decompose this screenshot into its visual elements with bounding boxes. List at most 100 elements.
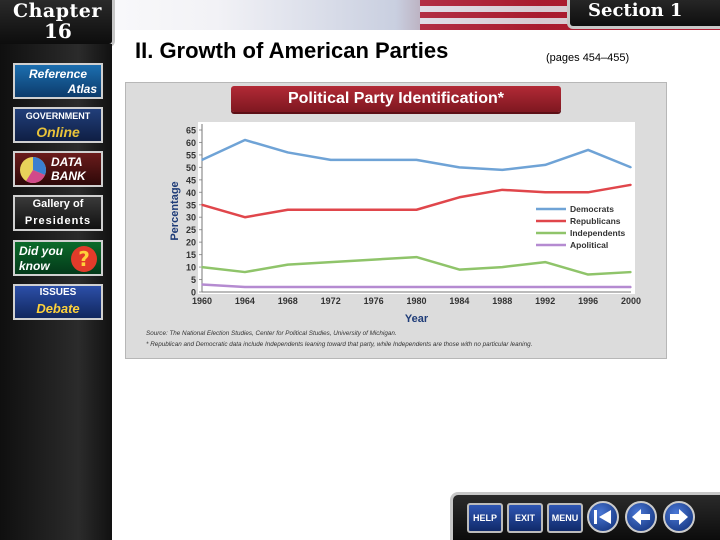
y-tick-label: 40 <box>186 188 196 198</box>
legend-label-republicans: Republicans <box>570 216 621 226</box>
x-tick-label: 1960 <box>192 296 212 306</box>
y-tick-label: 65 <box>186 126 196 136</box>
data-point-democrats <box>544 164 546 166</box>
section-label: Section 1 <box>588 0 682 21</box>
data-point-republicans <box>459 196 461 198</box>
x-tick-label: 1984 <box>449 296 469 306</box>
data-point-independents <box>502 266 504 268</box>
svg-text:?: ? <box>78 247 90 271</box>
government-online-line1: GOVERNMENT <box>19 111 97 121</box>
legend-label-democrats: Democrats <box>570 204 614 214</box>
page-reference: (pages 454–455) <box>546 52 629 64</box>
data-point-democrats <box>201 159 203 161</box>
data-point-apolitical <box>330 286 332 288</box>
data-point-independents <box>630 271 632 273</box>
data-point-republicans <box>416 209 418 211</box>
x-tick-label: 2000 <box>621 296 641 306</box>
x-tick-label: 1992 <box>535 296 555 306</box>
reference-atlas-line1: Reference <box>19 67 97 81</box>
y-tick-label: 50 <box>186 163 196 173</box>
first-page-glyph <box>593 508 613 526</box>
help-button[interactable]: HELP <box>467 503 503 533</box>
data-point-apolitical <box>373 286 375 288</box>
data-point-democrats <box>373 159 375 161</box>
x-tick-label: 1972 <box>321 296 341 306</box>
data-bank-button[interactable]: DATA BANK <box>13 151 103 187</box>
question-mark-icon: ? <box>70 244 98 274</box>
reference-atlas-button[interactable]: Reference Atlas <box>13 63 103 99</box>
gallery-line1: Gallery of <box>19 198 97 210</box>
y-tick-label: 45 <box>186 175 196 185</box>
next-icon[interactable] <box>663 501 695 533</box>
y-tick-label: 60 <box>186 138 196 148</box>
data-point-apolitical <box>630 286 632 288</box>
data-point-apolitical <box>459 286 461 288</box>
government-online-button[interactable]: GOVERNMENT Online <box>13 107 103 143</box>
data-point-apolitical <box>587 286 589 288</box>
y-tick-label: 10 <box>186 263 196 273</box>
previous-glyph <box>631 508 651 526</box>
first-page-icon[interactable] <box>587 501 619 533</box>
x-tick-label: 1988 <box>492 296 512 306</box>
data-point-apolitical <box>244 286 246 288</box>
chapter-number: 16 <box>44 19 72 43</box>
data-point-independents <box>330 261 332 263</box>
data-point-independents <box>373 259 375 261</box>
legend-label-apolitical: Apolitical <box>570 240 608 250</box>
x-tick-label: 1996 <box>578 296 598 306</box>
previous-icon[interactable] <box>625 501 657 533</box>
party-identification-chart: 051015202530354045505560651960 1964 1968 19… <box>126 83 666 358</box>
did-you-know-button[interactable]: Did you know ? <box>13 240 103 276</box>
data-point-republicans <box>544 192 546 194</box>
data-point-democrats <box>502 169 504 171</box>
chapter-tab: Chapter 16 <box>0 0 115 47</box>
data-bank-line1: DATA <box>51 155 97 169</box>
government-online-line2: Online <box>19 124 97 140</box>
data-point-apolitical <box>502 286 504 288</box>
data-point-republicans <box>287 209 289 211</box>
gallery-of-presidents-button[interactable]: Gallery of Presidents <box>13 195 103 231</box>
data-point-republicans <box>587 192 589 194</box>
data-point-independents <box>587 274 589 276</box>
data-point-independents <box>416 256 418 258</box>
legend-label-independents: Independents <box>570 228 626 238</box>
next-glyph <box>669 508 689 526</box>
x-axis-label: Year <box>405 313 429 325</box>
data-point-independents <box>459 269 461 271</box>
sidebar: Reference Atlas GOVERNMENT Online DATA B… <box>0 44 112 540</box>
data-point-republicans <box>373 209 375 211</box>
data-point-democrats <box>416 159 418 161</box>
data-point-democrats <box>630 167 632 169</box>
section-tab: Section 1 <box>567 0 720 29</box>
x-tick-label: 1976 <box>364 296 384 306</box>
issues-debate-line1: ISSUES <box>19 287 97 298</box>
data-bank-line2: BANK <box>51 169 97 183</box>
issues-debate-button[interactable]: ISSUES Debate <box>13 284 103 320</box>
y-axis-label: Percentage <box>169 181 181 240</box>
y-tick-label: 35 <box>186 200 196 210</box>
chart-footnote: * Republican and Democratic data include… <box>146 341 532 348</box>
y-tick-label: 30 <box>186 213 196 223</box>
y-tick-label: 25 <box>186 225 196 235</box>
x-tick-label: 1964 <box>235 296 255 306</box>
data-point-democrats <box>330 159 332 161</box>
data-point-democrats <box>459 167 461 169</box>
data-point-independents <box>244 271 246 273</box>
data-point-independents <box>544 261 546 263</box>
y-tick-label: 5 <box>191 275 196 285</box>
data-point-republicans <box>630 184 632 186</box>
data-point-republicans <box>244 216 246 218</box>
data-point-republicans <box>330 209 332 211</box>
x-tick-label: 1980 <box>406 296 426 306</box>
data-point-republicans <box>201 204 203 206</box>
menu-button[interactable]: MENU <box>547 503 583 533</box>
data-point-democrats <box>287 152 289 154</box>
exit-button[interactable]: EXIT <box>507 503 543 533</box>
slide-title: II. Growth of American Parties <box>135 38 448 64</box>
chart-panel: Political Party Identification* 0 5 10 15 20… <box>125 82 667 359</box>
gallery-line2: Presidents <box>19 215 97 227</box>
reference-atlas-line2: Atlas <box>19 82 97 96</box>
x-tick-label: 1968 <box>278 296 298 306</box>
issues-debate-line2: Debate <box>19 301 97 316</box>
y-tick-label: 15 <box>186 250 196 260</box>
